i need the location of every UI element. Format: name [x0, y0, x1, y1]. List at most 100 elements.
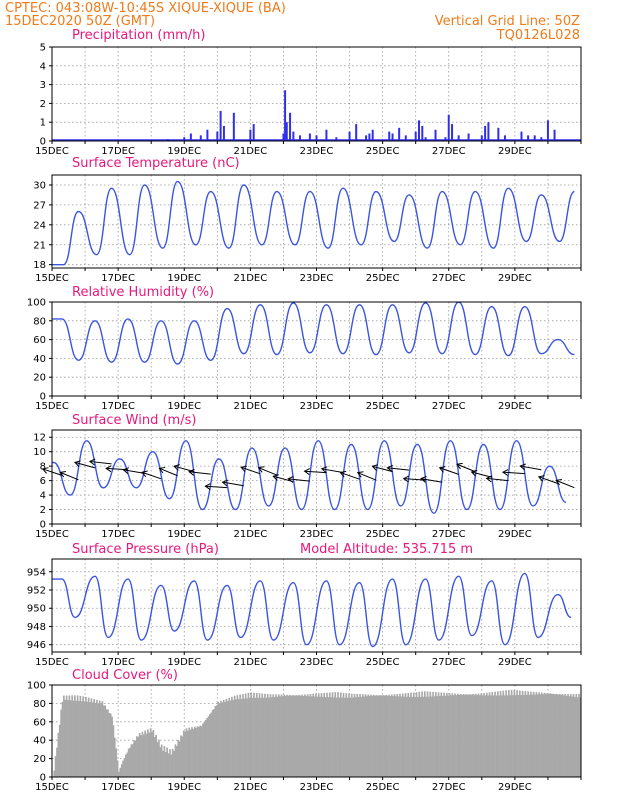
cloud-bar	[105, 709, 108, 777]
precip-bar	[298, 135, 301, 141]
precip-xtick-label: 19DEC	[167, 146, 201, 157]
cloud-bar	[342, 692, 345, 777]
precip-bar	[183, 137, 186, 141]
cloud-bar	[542, 694, 545, 777]
wind-vector-arrow	[60, 471, 79, 481]
cloud-bar	[184, 731, 186, 777]
cloud-bar	[220, 700, 222, 777]
cloud-bar	[539, 694, 542, 777]
cloud-bar	[178, 741, 181, 777]
cloud-bar	[254, 697, 257, 777]
cloud-bar	[57, 732, 60, 777]
cloud-bar	[458, 694, 461, 777]
cloud-bar	[185, 728, 188, 777]
cloud-bar	[209, 713, 211, 777]
precip-bar	[497, 127, 500, 141]
wind-vector-arrowhead	[88, 458, 96, 466]
cloud-bar	[569, 693, 572, 777]
cloud-bar	[474, 693, 477, 777]
wind-xtick-label: 27DEC	[432, 529, 466, 540]
cloud-bar	[472, 693, 474, 777]
cloud-bar	[494, 691, 496, 777]
cloud-bar	[102, 705, 105, 777]
cloud-bar	[339, 692, 342, 777]
cloud-bar	[322, 696, 324, 777]
precip-xtick-label: 21DEC	[234, 146, 268, 157]
cloud-bar	[503, 695, 506, 777]
pressure-ytick-label: 954	[27, 567, 46, 578]
cloud-bar	[408, 696, 411, 777]
cloud-bar	[262, 697, 265, 777]
cloud-frame	[51, 684, 582, 778]
cloud-bar	[510, 689, 513, 777]
cloud-bar	[279, 696, 281, 777]
cloud-bar	[396, 693, 399, 777]
wind-vector-arrow	[123, 469, 145, 474]
cloud-bar	[334, 692, 337, 777]
precip-bar	[371, 129, 374, 141]
cloud-bar	[250, 692, 253, 777]
cloud-bar	[428, 696, 430, 777]
precip-bar	[289, 112, 292, 141]
wind-vector-arrowhead	[470, 469, 478, 477]
cloud-bar	[545, 694, 547, 777]
cloud-bar	[400, 696, 403, 777]
cloud-bar	[549, 693, 551, 777]
precip-bar	[206, 129, 209, 141]
cloud-bar	[465, 694, 467, 777]
wind-vector-arrow	[89, 460, 112, 465]
temp-ytick-label: 30	[33, 180, 46, 191]
cloud-bar	[558, 693, 561, 777]
cloud-bar	[54, 756, 57, 777]
cloud-bar	[207, 716, 210, 777]
rh-xtick-label: 15DEC	[35, 401, 69, 412]
cloud-bar	[572, 693, 575, 777]
cloud-bar	[277, 694, 280, 777]
cloud-ytick-label: 0	[40, 773, 46, 784]
cloud-bar	[113, 737, 116, 777]
cloud-xtick-label: 23DEC	[300, 782, 334, 793]
precip-bar	[365, 135, 368, 141]
cloud-bar	[295, 695, 298, 777]
cloud-bar	[226, 701, 229, 777]
wind-vector-arrow	[205, 485, 228, 489]
precip-bar	[252, 124, 255, 141]
wind-vector-arrowhead	[339, 470, 347, 478]
cloud-bar	[198, 727, 200, 777]
cloud-bar	[452, 695, 455, 777]
cloud-bar	[268, 697, 270, 777]
cloud-bar	[112, 725, 115, 777]
cloud-bar	[302, 695, 305, 777]
cloud-bar	[384, 695, 386, 777]
cloud-bar	[403, 696, 405, 777]
rh-series-line	[52, 302, 575, 365]
cloud-bar	[265, 697, 268, 777]
wind-vector-arrow	[420, 478, 443, 483]
cloud-bar	[158, 739, 160, 777]
cloud-bar	[521, 690, 524, 777]
cloud-bar	[65, 695, 68, 777]
pressure-ytick-label: 950	[27, 604, 46, 615]
temp-ytick-label: 27	[33, 200, 46, 211]
temp-series-line	[52, 180, 576, 266]
cloud-bar	[389, 695, 392, 777]
cloud-bar	[348, 693, 350, 777]
cloud-bar	[53, 770, 56, 777]
precip-bar	[414, 131, 417, 141]
cloud-bar	[418, 691, 421, 777]
cloud-bar	[244, 693, 247, 777]
cloud-bar	[126, 752, 129, 777]
cloud-xtick-label: 21DEC	[234, 782, 268, 793]
precip-bar	[315, 135, 318, 141]
wind-vector-arrowhead	[59, 470, 67, 478]
cloud-bar	[473, 694, 476, 777]
cloud-bar	[463, 694, 466, 777]
cloud-bar	[86, 701, 89, 777]
cloud-bar	[293, 695, 295, 777]
cloud-bar	[507, 689, 510, 777]
precip-xtick-label: 15DEC	[35, 146, 69, 157]
cloud-bar	[192, 728, 195, 777]
cloud-bar	[532, 691, 535, 777]
cloud-bar	[565, 695, 568, 777]
